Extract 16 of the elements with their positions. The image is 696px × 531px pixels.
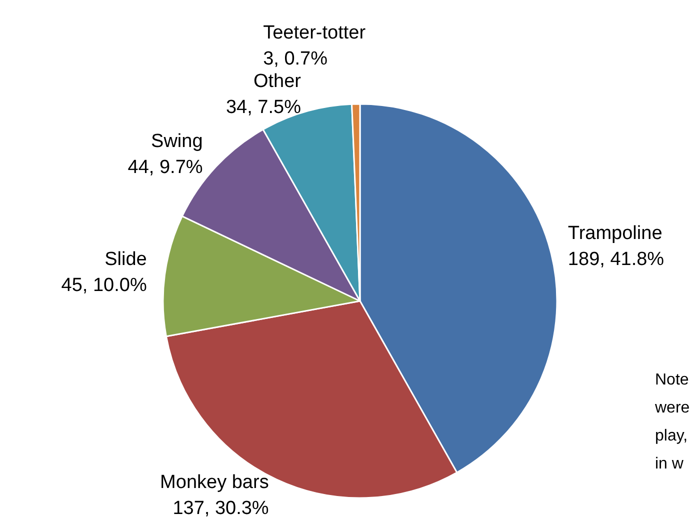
- data-label: 44, 9.7%: [128, 156, 203, 178]
- slice-label: Slide: [104, 249, 147, 270]
- text: play,: [655, 428, 688, 444]
- data-label: 45, 10.0%: [61, 275, 147, 296]
- text: in w: [655, 456, 684, 472]
- slice-label: Teeter-totter: [263, 22, 366, 44]
- text: Note: [655, 372, 689, 388]
- data-label: 34, 7.5%: [226, 96, 302, 118]
- slice-label: Swing: [151, 130, 203, 152]
- slice-label: Monkey bars: [160, 472, 269, 494]
- slice-label: Other: [253, 70, 302, 92]
- slice-label: Trampoline: [568, 222, 662, 244]
- text: were: [654, 400, 690, 416]
- data-label: 137, 30.3%: [172, 498, 269, 520]
- data-label: 3, 0.7%: [263, 48, 328, 70]
- data-label: 189, 41.8%: [568, 248, 664, 270]
